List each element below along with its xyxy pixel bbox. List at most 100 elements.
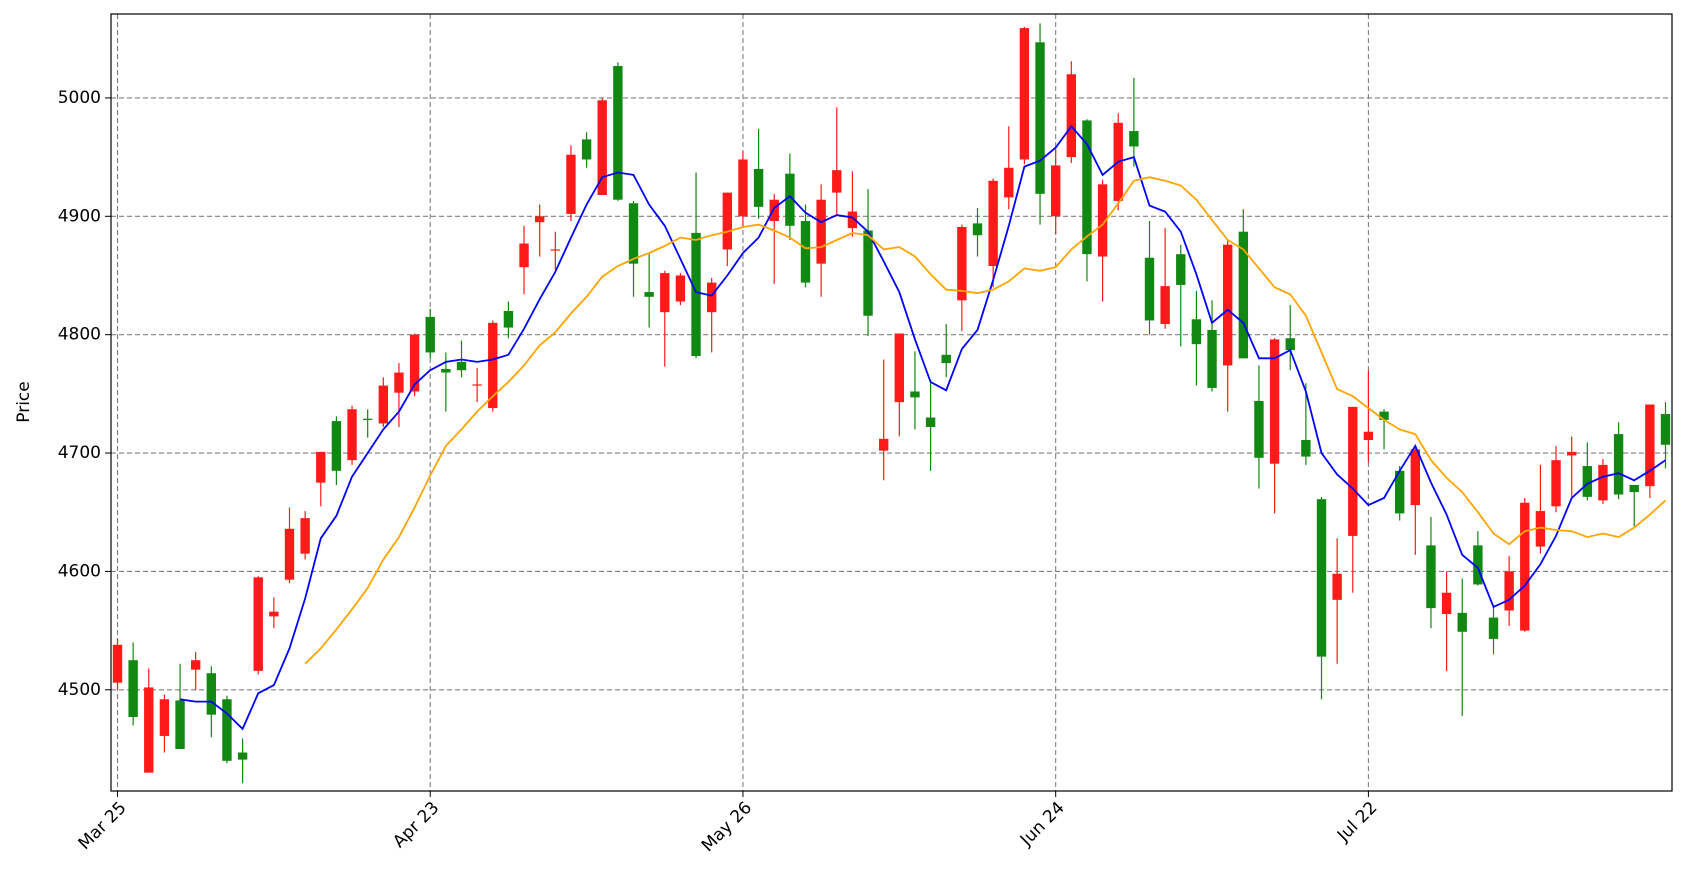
candle-body	[738, 159, 748, 217]
candle-body	[1222, 244, 1233, 366]
y-tick-label: 4700	[58, 443, 101, 463]
candle-body	[1394, 470, 1405, 514]
candle-body	[206, 673, 217, 715]
candle-body	[1566, 451, 1577, 456]
candle-body	[1629, 485, 1639, 493]
candle-body	[409, 334, 420, 392]
candle-body	[753, 168, 764, 207]
candle-body	[237, 752, 248, 760]
candle-body	[785, 173, 795, 226]
candle-body	[1410, 449, 1421, 506]
candle-body	[1426, 545, 1436, 609]
candle-body	[800, 221, 811, 283]
candle-body	[190, 660, 201, 670]
candle-body	[1269, 339, 1280, 464]
candle-body	[816, 199, 826, 264]
candle-body	[112, 644, 123, 683]
candle-body	[1285, 338, 1295, 351]
candle-body	[394, 372, 404, 393]
candle-body	[1301, 440, 1311, 457]
candle-body	[159, 699, 170, 736]
candle-body	[1379, 411, 1389, 420]
candle-body	[456, 361, 467, 371]
candle-body	[1238, 231, 1249, 359]
candle-body	[832, 170, 842, 193]
candle-body	[488, 322, 498, 409]
candle-body	[941, 354, 951, 364]
candle-body	[534, 216, 545, 223]
candle-body	[863, 230, 873, 316]
y-tick-label: 4900	[58, 206, 101, 226]
candle-body	[128, 660, 138, 718]
candle-body	[550, 249, 561, 251]
candle-body	[1129, 131, 1139, 147]
candle-body	[1457, 612, 1467, 632]
candle-body	[441, 369, 451, 373]
plot-frame	[110, 13, 1673, 792]
x-tick-label: Apr 23	[389, 798, 443, 852]
candle-body	[1035, 42, 1045, 194]
candle-body	[1160, 286, 1170, 325]
candle-body	[691, 232, 701, 356]
candle-body	[1176, 254, 1186, 285]
candle-body	[1050, 165, 1061, 217]
x-tick-label: May 26	[698, 798, 756, 856]
line-series	[304, 176, 1667, 665]
candle-body	[1582, 466, 1593, 497]
candle-body	[1097, 184, 1108, 257]
candle-body	[1645, 404, 1655, 487]
candle-body	[1504, 571, 1514, 611]
candle-body	[222, 699, 232, 761]
candle-body	[769, 199, 779, 222]
x-tick-label: Jul 22	[1333, 798, 1381, 846]
y-tick-label: 4500	[58, 680, 101, 700]
x-tick-label: Mar 25	[75, 798, 131, 854]
candle-body	[316, 451, 326, 483]
y-tick-label: 5000	[58, 88, 101, 108]
candle-body	[628, 203, 639, 264]
candle-body	[1348, 406, 1358, 536]
candle-body	[1535, 511, 1546, 547]
candle-body	[925, 417, 936, 428]
candle-body	[503, 310, 514, 328]
candle-body	[644, 292, 654, 297]
candle-body	[1066, 74, 1077, 158]
candle-body	[878, 438, 889, 451]
candle-body	[847, 211, 858, 229]
y-tick-label: 4600	[58, 561, 101, 581]
candle-body	[1332, 573, 1342, 600]
candle-body	[1660, 413, 1671, 445]
candle-body	[1441, 592, 1452, 615]
candle-body	[972, 223, 983, 236]
candle-body	[425, 316, 435, 353]
candle-body	[1254, 400, 1264, 458]
candle-body	[660, 273, 670, 313]
candle-body	[581, 139, 592, 160]
candle-body	[1207, 329, 1217, 388]
candle-body	[472, 384, 482, 386]
candle-body	[175, 700, 185, 749]
candle-body	[519, 243, 529, 268]
candle-body	[597, 100, 607, 195]
y-axis-label: Price	[14, 381, 34, 422]
candle-body	[613, 65, 623, 200]
candle-body	[722, 192, 733, 250]
candle-body	[566, 154, 576, 214]
candle-body	[1082, 120, 1092, 255]
line-series	[179, 124, 1667, 731]
candle-body	[253, 577, 263, 671]
candle-body	[1520, 502, 1530, 631]
candle-body	[910, 391, 920, 398]
candle-body	[269, 611, 279, 617]
candle-body	[347, 409, 357, 461]
candle-body	[1363, 431, 1374, 441]
candle-body	[675, 275, 686, 302]
candle-body	[331, 421, 342, 471]
candle-body	[1316, 499, 1327, 657]
candle-body	[1144, 257, 1155, 321]
candle-body	[1191, 319, 1202, 345]
candle-body	[378, 385, 389, 424]
candle-body	[1004, 167, 1014, 198]
x-tick-label: Jun 24	[1016, 798, 1069, 851]
